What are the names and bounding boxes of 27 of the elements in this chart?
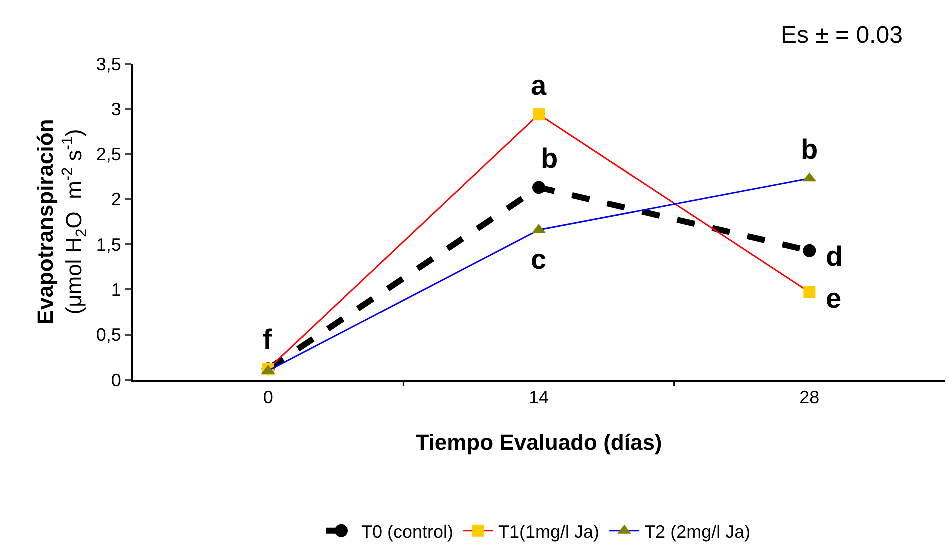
y-tick-label: 0 xyxy=(111,370,122,390)
annotation: a xyxy=(531,70,547,101)
legend-label: T1(1mg/l Ja) xyxy=(498,522,600,542)
point xyxy=(803,244,816,258)
annotation: b xyxy=(541,143,558,174)
x-tick-label: 28 xyxy=(800,388,820,408)
x-tick-label: 0 xyxy=(263,388,274,408)
x-axis-title: Tiempo Evaluado (días) xyxy=(416,430,662,455)
legend-label: T0 (control) xyxy=(362,522,454,542)
annotation: e xyxy=(826,283,842,314)
point xyxy=(804,286,816,298)
y-tick-label: 2 xyxy=(111,190,122,210)
text: Es ± = 0.03 xyxy=(781,22,903,49)
y-tick-label: 1,5 xyxy=(96,234,122,255)
point xyxy=(532,181,546,194)
y-tick-label: 1 xyxy=(111,280,122,300)
y-tick-label: 3,5 xyxy=(96,54,122,74)
annotation: c xyxy=(531,244,547,275)
annotation: d xyxy=(826,241,844,272)
y-tick-label: 0,5 xyxy=(96,325,122,346)
x-tick-label: 14 xyxy=(528,388,550,408)
annotation: f xyxy=(263,324,273,355)
y-tick-label: 3 xyxy=(111,99,122,120)
y-tick-label: 2,5 xyxy=(96,144,122,165)
annotation: b xyxy=(801,134,818,165)
point xyxy=(533,108,545,121)
legend-label: T2 (2mg/l Ja) xyxy=(644,522,751,542)
